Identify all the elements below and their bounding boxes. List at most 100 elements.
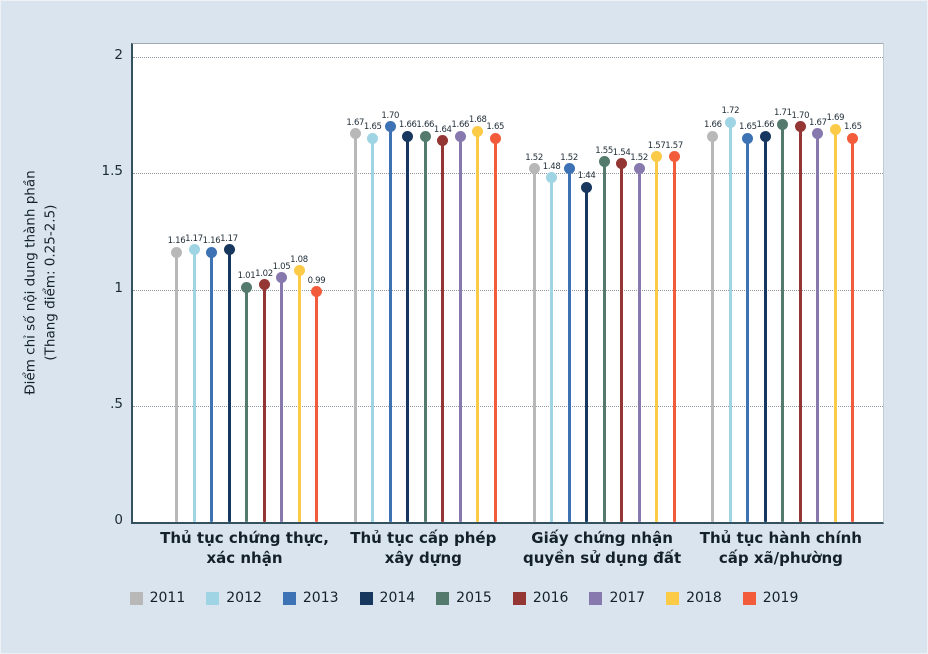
lollipop-dot xyxy=(367,132,379,144)
legend-swatch xyxy=(666,591,680,605)
value-label: 1.05 xyxy=(272,261,291,272)
value-label: 1.66 xyxy=(451,120,470,131)
legend-swatch xyxy=(282,591,296,605)
lollipop-dot xyxy=(258,279,270,291)
lollipop-dot xyxy=(829,123,841,135)
value-label: 1.52 xyxy=(630,152,648,163)
lollipop-stem xyxy=(493,138,497,522)
lollipop-dot xyxy=(742,132,754,144)
value-label: 1.67 xyxy=(346,117,365,128)
lollipop-stem xyxy=(476,131,480,522)
y-tick-label: 1.5 xyxy=(101,163,123,180)
lollipop-stem xyxy=(781,124,785,522)
lollipop-dot xyxy=(598,156,610,168)
category-group: 1.16 1.17 1.16 1.17 1.01 1.02 1.05 1.08 0.99 xyxy=(168,44,326,522)
lollipop-stem xyxy=(746,138,750,522)
value-label: 1.16 xyxy=(202,236,221,247)
lollipop-stem xyxy=(192,249,196,522)
gridline xyxy=(133,173,883,175)
lollipop-stem xyxy=(672,156,676,522)
legend-item: 2018 xyxy=(666,590,722,606)
value-label: 1.48 xyxy=(542,161,561,172)
value-label: 1.08 xyxy=(290,254,308,265)
legend-item: 2016 xyxy=(512,590,568,606)
lollipop-dot xyxy=(206,246,217,258)
lollipop-stem xyxy=(210,252,213,522)
y-tick-label: 1 xyxy=(114,279,123,296)
lollipop-stem xyxy=(620,163,624,522)
lollipop-stem xyxy=(637,168,641,522)
lollipop-stem xyxy=(816,133,820,522)
lollipop-dot xyxy=(384,121,396,133)
lollipop-stem xyxy=(353,133,357,522)
lollipop-dot xyxy=(724,116,736,128)
lollipop-stem xyxy=(585,187,589,522)
legend-swatch xyxy=(206,591,220,605)
lollipop-stem xyxy=(175,252,178,522)
value-label: 1.66 xyxy=(416,120,435,131)
lollipop-stem xyxy=(532,168,536,522)
value-label: 1.66 xyxy=(704,120,722,131)
value-label: 1.57 xyxy=(665,140,683,151)
value-label: 1.57 xyxy=(647,140,666,151)
y-tick-label: 0 xyxy=(114,512,123,528)
value-label: 1.70 xyxy=(791,110,810,121)
category-label-line: cấp xã/phường xyxy=(718,548,843,567)
category-label: Giấy chứng nhận quyền sử dụng đất xyxy=(507,529,697,568)
category-label: Thủ tục chứng thực, xác nhận xyxy=(150,529,340,568)
lollipop-dot xyxy=(489,132,501,144)
category-group: 1.67 1.65 1.70 1.66 1.66 1.64 1.66 1.68 1.65 xyxy=(346,44,504,522)
lollipop-dot xyxy=(454,130,466,142)
legend-item: 2019 xyxy=(742,590,798,606)
lollipop-stem xyxy=(262,284,266,522)
lollipop-dot xyxy=(241,281,252,293)
legend-swatch xyxy=(436,591,450,605)
value-label: 1.02 xyxy=(255,268,273,279)
lollipop-dot xyxy=(188,244,200,256)
lollipop-stem xyxy=(423,136,427,522)
value-label: 1.68 xyxy=(468,115,487,126)
lollipop-stem xyxy=(406,136,410,522)
lollipop-dot xyxy=(437,135,449,147)
legend-swatch xyxy=(742,591,756,605)
lollipop-stem xyxy=(441,140,445,522)
value-label: 0.99 xyxy=(307,275,326,286)
legend-item: 2012 xyxy=(206,590,262,606)
lollipop-dot xyxy=(472,125,484,137)
value-label: 1.55 xyxy=(595,145,613,156)
lollipop-dot xyxy=(171,246,182,258)
legend-swatch xyxy=(589,591,603,605)
lollipop-stem xyxy=(851,138,855,522)
lollipop-stem xyxy=(371,138,375,522)
value-label: 1.67 xyxy=(809,117,827,128)
lollipop-stem xyxy=(763,136,767,522)
category-label-line: Thủ tục chứng thực, xyxy=(160,529,329,547)
value-label: 1.72 xyxy=(721,106,740,117)
legend-label: 2014 xyxy=(379,590,416,606)
lollipop-stem xyxy=(655,156,659,522)
category-label-line: Thủ tục cấp phép xyxy=(350,529,497,547)
lollipop-stem xyxy=(388,126,392,522)
lollipop-stem xyxy=(458,136,462,522)
legend: 2011 2012 2013 2014 2015 2016 2017 2018 2019 xyxy=(1,590,927,606)
legend-swatch xyxy=(129,591,143,605)
lollipop-dot xyxy=(276,272,287,284)
value-label: 1.17 xyxy=(185,233,203,244)
lollipop-stem xyxy=(245,287,248,522)
lollipop-stem xyxy=(227,249,231,522)
y-tick-label: 2 xyxy=(114,47,123,63)
value-label: 1.71 xyxy=(774,108,792,119)
value-label: 1.66 xyxy=(398,120,417,131)
value-label: 1.52 xyxy=(525,152,543,163)
lollipop-stem xyxy=(297,270,301,522)
lollipop-dot xyxy=(402,130,414,142)
lollipop-dot xyxy=(293,265,305,277)
legend-item: 2014 xyxy=(359,590,416,606)
category-group: 1.66 1.72 1.65 1.66 1.71 1.70 1.67 1.69 1.65 xyxy=(704,44,862,522)
value-label: 1.54 xyxy=(612,147,631,158)
legend-item: 2013 xyxy=(282,590,339,606)
value-label: 1.69 xyxy=(826,113,845,124)
category-label-line: xác nhận xyxy=(206,548,283,567)
value-label: 1.65 xyxy=(844,122,862,133)
lollipop-dot xyxy=(651,151,663,163)
